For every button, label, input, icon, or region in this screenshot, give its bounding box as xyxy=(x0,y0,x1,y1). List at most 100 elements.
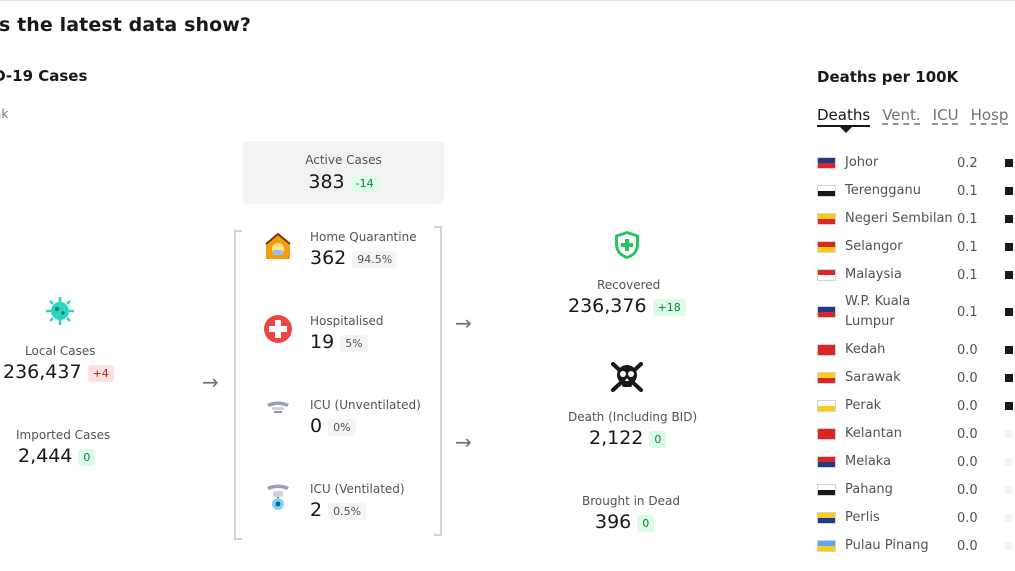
hospitalised-pct: 5% xyxy=(340,335,368,352)
bracket-right xyxy=(434,226,442,536)
state-name: Malaysia xyxy=(845,267,902,282)
state-value: 0.0 xyxy=(957,538,978,554)
section-title: VID-19 Cases xyxy=(0,67,88,85)
imported-cases-value: 2,444 xyxy=(18,445,73,467)
death-value: 2,122 xyxy=(589,427,644,449)
state-flag-icon xyxy=(817,540,836,552)
local-cases-delta: +4 xyxy=(87,365,114,382)
state-value: 0.0 xyxy=(957,342,978,358)
page-heading: es the latest data show? xyxy=(0,14,252,36)
state-value: 0.1 xyxy=(957,267,978,283)
metric-tabs: Deaths Vent. ICU Hosp xyxy=(817,106,1009,133)
state-row: Johor 0.2 xyxy=(817,149,1015,177)
state-row: Perak 0.0 xyxy=(817,392,1015,420)
state-name: Johor xyxy=(845,155,879,170)
state-row: Kedah 0.0 xyxy=(817,336,1015,364)
top-border xyxy=(0,0,1015,3)
state-name: W.P. Kuala Lumpur xyxy=(845,294,911,329)
state-bar xyxy=(1005,271,1013,279)
state-row: Pahang 0.0 xyxy=(817,476,1015,504)
state-flag-icon xyxy=(817,157,836,169)
state-bar xyxy=(1005,187,1013,195)
bid-delta: 0 xyxy=(637,515,655,532)
state-value: 0.1 xyxy=(957,304,978,320)
state-name: Negeri Sembilan xyxy=(845,211,953,226)
state-flag-icon xyxy=(817,269,836,281)
state-bar xyxy=(1005,308,1013,316)
deaths-per-100k-title: Deaths per 100K xyxy=(817,68,959,86)
active-cases-card: Active Cases 383 -14 xyxy=(243,141,444,204)
state-row: Kelantan 0.0 xyxy=(817,420,1015,448)
imported-cases-label: Imported Cases xyxy=(16,428,111,442)
state-row: Pulau Pinang 0.0 xyxy=(817,532,1015,560)
home-quarantine-pct: 94.5% xyxy=(352,251,398,268)
state-flag-icon xyxy=(817,428,836,440)
state-bar xyxy=(1005,374,1013,382)
state-flag-icon xyxy=(817,400,836,412)
state-name: Kelantan xyxy=(845,426,902,441)
state-bar xyxy=(1005,514,1013,522)
state-value: 0.1 xyxy=(957,239,978,255)
state-bar xyxy=(1005,215,1013,223)
tab-hosp[interactable]: Hosp xyxy=(970,106,1009,124)
state-value: 0.0 xyxy=(957,482,978,498)
state-name: Perak xyxy=(845,398,882,413)
state-value: 0.1 xyxy=(957,183,978,199)
active-tab-caret xyxy=(839,126,853,133)
state-bar xyxy=(1005,402,1013,410)
active-cases-delta: -14 xyxy=(350,175,379,192)
bracket-left xyxy=(234,230,242,540)
state-row: Malaysia 0.1 xyxy=(817,261,1015,289)
state-flag-icon xyxy=(817,344,836,356)
icu-unventilated-value: 0 xyxy=(310,415,323,437)
state-row: W.P. Kuala Lumpur 0.1 xyxy=(817,289,1015,335)
active-cases-value: 383 xyxy=(308,171,345,193)
tab-vent[interactable]: Vent. xyxy=(882,106,921,124)
icu-ventilated-pct: 0.5% xyxy=(328,503,367,520)
shield-cross-icon xyxy=(615,231,639,259)
state-bar xyxy=(1005,430,1013,438)
recovered-label: Recovered xyxy=(597,278,661,292)
bid-value: 396 xyxy=(595,511,632,533)
state-value: 0.0 xyxy=(957,398,978,414)
arrow-right-icon: → xyxy=(202,370,219,394)
tab-deaths-label: Deaths xyxy=(817,106,871,124)
active-cases-label: Active Cases xyxy=(305,153,382,167)
state-row: Melaka 0.0 xyxy=(817,448,1015,476)
virus-icon xyxy=(46,297,74,325)
state-name: Kedah xyxy=(845,342,886,357)
state-bar xyxy=(1005,243,1013,251)
ventilator-icon xyxy=(267,484,289,510)
state-value: 0.0 xyxy=(957,370,978,386)
state-name: Selangor xyxy=(845,239,903,254)
home-quarantine-value: 362 xyxy=(310,247,347,269)
state-row: Terengganu 0.1 xyxy=(817,177,1015,205)
tab-deaths[interactable]: Deaths xyxy=(817,106,871,133)
state-bar xyxy=(1005,346,1013,354)
state-bar xyxy=(1005,159,1013,167)
icu-unventilated-pct: 0% xyxy=(328,419,356,436)
bid-label: Brought in Dead xyxy=(582,494,680,508)
hospitalised-value: 19 xyxy=(310,331,335,353)
state-flag-icon xyxy=(817,306,836,318)
skull-crossbones-icon xyxy=(611,362,643,392)
home-quarantine-label: Home Quarantine xyxy=(310,230,417,244)
state-value: 0.1 xyxy=(957,211,978,227)
state-value: 0.2 xyxy=(957,155,978,171)
state-flag-icon xyxy=(817,456,836,468)
hospitalised-label: Hospitalised xyxy=(310,314,384,328)
state-flag-icon xyxy=(817,512,836,524)
recovered-value: 236,376 xyxy=(568,295,647,317)
state-value: 0.0 xyxy=(957,454,978,470)
arrow-right-icon: → xyxy=(455,311,472,335)
death-label: Death (Including BID) xyxy=(568,410,698,424)
state-flag-icon xyxy=(817,241,836,253)
icu-bed-icon xyxy=(267,401,289,413)
state-value: 0.0 xyxy=(957,510,978,526)
icu-ventilated-label: ICU (Ventilated) xyxy=(310,482,405,496)
arrow-right-icon: → xyxy=(455,430,472,454)
tab-icu[interactable]: ICU xyxy=(932,106,959,124)
state-flag-icon xyxy=(817,484,836,496)
state-row: Sarawak 0.0 xyxy=(817,364,1015,392)
local-cases-value: 236,437 xyxy=(3,361,82,383)
